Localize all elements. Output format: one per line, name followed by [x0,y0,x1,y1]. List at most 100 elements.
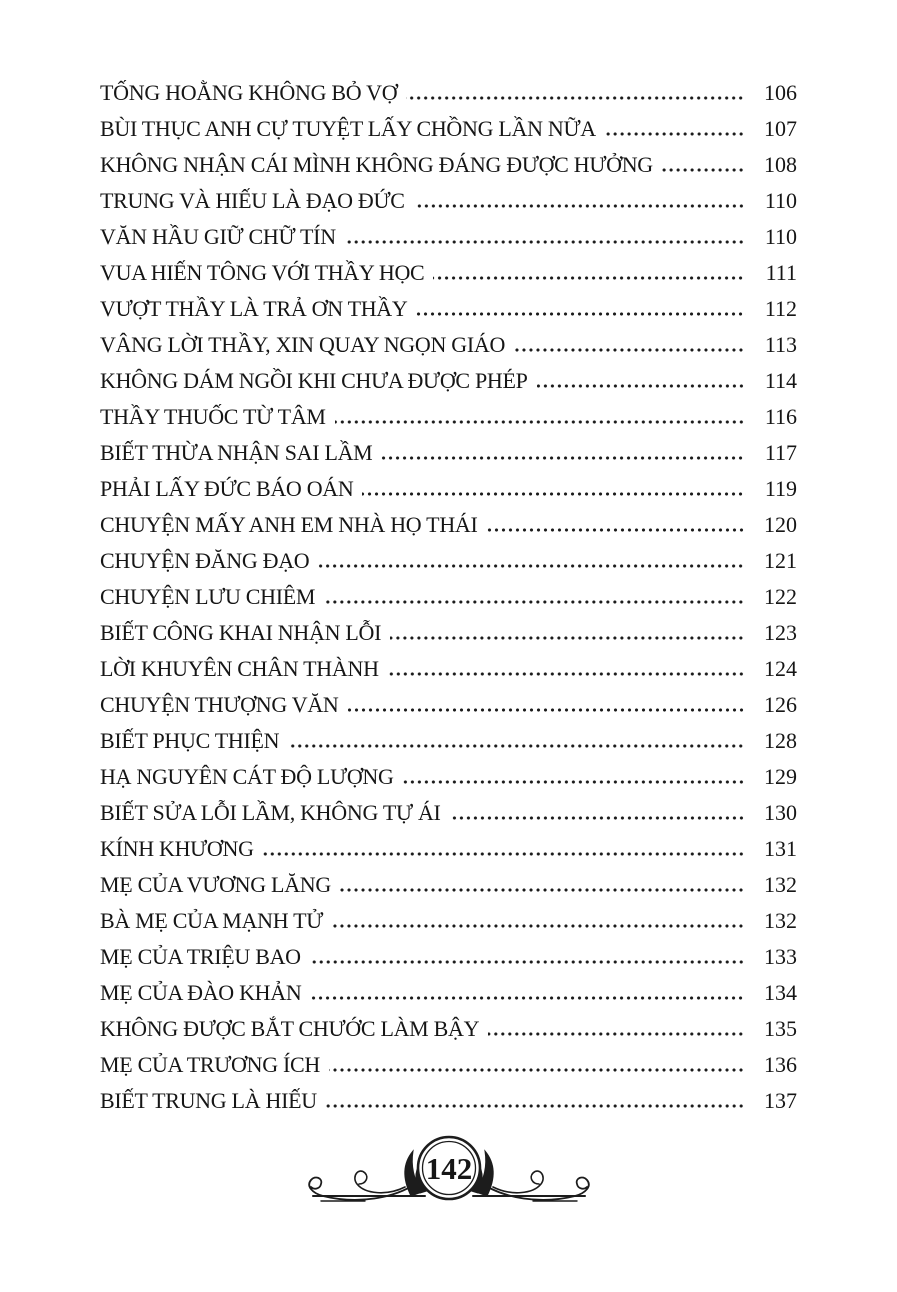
toc-entry-title: VÂNG LỜI THẦY, XIN QUAY NGỌN GIÁO [100,332,506,357]
toc-entry: VƯỢT THẦY LÀ TRẢ ƠN THẦY 112 [100,296,797,332]
toc-leader-dots [325,1104,746,1108]
flourish-divider-icon: 142 [307,1135,590,1202]
toc-entry-title: TRUNG VÀ HIẾU LÀ ĐẠO ĐỨC [100,188,405,213]
toc-entry-page: 110 [764,188,797,213]
toc-entry-page: 133 [764,944,797,969]
toc-leader-dots [288,744,746,748]
page-footer: 142 [0,1120,897,1224]
toc-leader-dots [406,96,746,100]
toc-entry: KHÔNG ĐƯỢC BẮT CHƯỚC LÀM BẬY 135 [100,1016,797,1052]
toc-entry-page: 112 [764,296,797,321]
toc-entry-page: 122 [764,584,797,609]
toc-entry: KHÔNG NHẬN CÁI MÌNH KHÔNG ĐÁNG ĐƯỢC HƯỞN… [100,152,797,188]
toc-entry: BIẾT SỬA LỖI LẦM, KHÔNG TỰ ÁI 130 [100,800,797,836]
toc-leader-dots [536,384,746,388]
toc-entry: MẸ CỦA VƯƠNG LĂNG 132 [100,872,797,908]
toc-entry: CHUYỆN ĐĂNG ĐẠO 121 [100,548,797,584]
toc-entry-page: 108 [764,152,797,177]
toc-entry-title: TỐNG HOẰNG KHÔNG BỎ VỢ [100,80,398,105]
toc-leader-dots [387,672,746,676]
toc-leader-dots [413,204,746,208]
toc-entry-page: 116 [764,404,797,429]
toc-entry-title: KHÔNG ĐƯỢC BẮT CHƯỚC LÀM BẬY [100,1016,480,1041]
toc-entry-title: MẸ CỦA VƯƠNG LĂNG [100,872,331,897]
toc-leader-dots [381,456,746,460]
toc-leader-dots [416,312,746,316]
toc-entry-title: MẸ CỦA ĐÀO KHẢN [100,980,302,1005]
toc-leader-dots [309,960,746,964]
toc-entry-title: BIẾT CÔNG KHAI NHẬN LỖI [100,620,382,645]
toc-leader-dots [339,888,746,892]
toc-entry-page: 135 [764,1016,797,1041]
toc-list: TỐNG HOẰNG KHÔNG BỎ VỢ 106 BÙI THỤC ANH CỰ… [100,80,797,1124]
toc-entry-title: VĂN HẦU GIỮ CHỮ TÍN [100,224,336,249]
toc-entry: MẸ CỦA TRƯƠNG ÍCH 136 [100,1052,797,1088]
toc-entry: MẸ CỦA TRIỆU BAO 133 [100,944,797,980]
toc-entry: VUA HIẾN TÔNG VỚI THẦY HỌC 111 [100,260,797,296]
toc-leader-dots [661,168,746,172]
toc-entry-title: VUA HIẾN TÔNG VỚI THẦY HỌC [100,260,425,285]
toc-entry-title: BÙI THỤC ANH CỰ TUYỆT LẤY CHỒNG LẦN NỮA [100,116,596,141]
toc-entry-title: MẸ CỦA TRIỆU BAO [100,944,301,969]
toc-entry: BIẾT THỪA NHẬN SAI LẦM 117 [100,440,797,476]
toc-leader-dots [262,852,746,856]
toc-entry-title: BIẾT PHỤC THIỆN [100,728,280,753]
toc-entry: TRUNG VÀ HIẾU LÀ ĐẠO ĐỨC 110 [100,188,797,224]
toc-entry: TỐNG HOẰNG KHÔNG BỎ VỢ 106 [100,80,797,116]
toc-entry: VĂN HẦU GIỮ CHỮ TÍN 110 [100,224,797,260]
toc-entry-page: 131 [764,836,797,861]
toc-entry: THẦY THUỐC TỪ TÂM 116 [100,404,797,440]
toc-entry-page: 120 [764,512,797,537]
toc-entry-title: BIẾT TRUNG LÀ HIẾU [100,1088,317,1113]
page-number-medallion [416,1135,481,1201]
toc-entry-title: KÍNH KHƯƠNG [100,836,254,861]
toc-leader-dots [514,348,746,352]
toc-leader-dots [334,420,746,424]
toc-leader-dots [449,816,746,820]
toc-entry-page: 111 [765,260,797,285]
toc-entry-title: BIẾT THỪA NHẬN SAI LẦM [100,440,373,465]
toc-entry-title: THẦY THUỐC TỪ TÂM [100,404,326,429]
toc-entry-page: 124 [764,656,797,681]
toc-leader-dots [344,240,746,244]
toc-entry: BÀ MẸ CỦA MẠNH TỬ 132 [100,908,797,944]
toc-entry-page: 137 [764,1088,797,1113]
toc-entry-page: 114 [764,368,797,393]
toc-entry-page: 128 [764,728,797,753]
toc-entry: KHÔNG DÁM NGỒI KHI CHƯA ĐƯỢC PHÉP 114 [100,368,797,404]
toc-entry: CHUYỆN LƯU CHIÊM 122 [100,584,797,620]
toc-leader-dots [486,528,746,532]
toc-entry-title: CHUYỆN ĐĂNG ĐẠO [100,548,310,573]
toc-entry-page: 121 [764,548,797,573]
toc-entry: MẸ CỦA ĐÀO KHẢN 134 [100,980,797,1016]
toc-entry-title: LỜI KHUYÊN CHÂN THÀNH [100,656,379,681]
toc-entry-page: 110 [764,224,797,249]
toc-entry-page: 132 [764,908,797,933]
toc-entry-page: 117 [764,440,797,465]
toc-entry-page: 123 [764,620,797,645]
toc-entry-title: PHẢI LẤY ĐỨC BÁO OÁN [100,476,354,501]
toc-entry-title: CHUYỆN THƯỢNG VĂN [100,692,339,717]
toc-leader-dots [347,708,746,712]
toc-entry-title: BIẾT SỬA LỖI LẦM, KHÔNG TỰ ÁI [100,800,441,825]
toc-entry-page: 107 [764,116,797,141]
toc-leader-dots [390,636,746,640]
toc-entry-title: HẠ NGUYÊN CÁT ĐỘ LƯỢNG [100,764,394,789]
toc-leader-dots [488,1032,746,1036]
toc-entry-title: KHÔNG NHẬN CÁI MÌNH KHÔNG ĐÁNG ĐƯỢC HƯỞN… [100,152,653,177]
toc-entry: BIẾT PHỤC THIỆN 128 [100,728,797,764]
toc-leader-dots [310,996,746,1000]
toc-entry-page: 136 [764,1052,797,1077]
toc-leader-dots [332,924,746,928]
toc-entry: CHUYỆN MẤY ANH EM NHÀ HỌ THÁI 120 [100,512,797,548]
toc-entry-page: 130 [764,800,797,825]
page-number: 142 [425,1151,472,1186]
toc-entry-page: 119 [764,476,797,501]
toc-entry: VÂNG LỜI THẦY, XIN QUAY NGỌN GIÁO 113 [100,332,797,368]
toc-entry: BÙI THỤC ANH CỰ TUYỆT LẤY CHỒNG LẦN NỮA 1… [100,116,797,152]
toc-entry: BIẾT TRUNG LÀ HIẾU 137 [100,1088,797,1124]
toc-entry-title: CHUYỆN MẤY ANH EM NHÀ HỌ THÁI [100,512,478,537]
toc-entry-title: CHUYỆN LƯU CHIÊM [100,584,316,609]
toc-leader-dots [433,276,746,280]
